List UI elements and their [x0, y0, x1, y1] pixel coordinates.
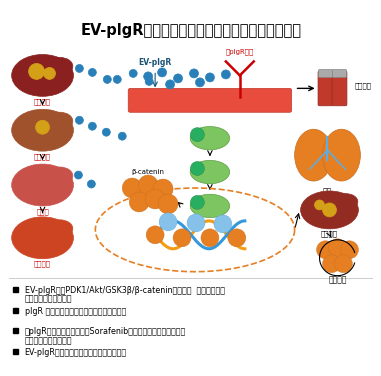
Circle shape	[323, 255, 341, 273]
Circle shape	[29, 64, 45, 79]
Text: β-catenin: β-catenin	[132, 169, 165, 175]
Text: 肝癌早期: 肝癌早期	[34, 153, 51, 160]
Circle shape	[75, 64, 83, 73]
FancyBboxPatch shape	[13, 287, 18, 292]
Text: 抗plgR抗體: 抗plgR抗體	[226, 49, 254, 55]
Circle shape	[113, 76, 121, 83]
Ellipse shape	[190, 161, 230, 184]
Circle shape	[145, 189, 165, 209]
FancyBboxPatch shape	[332, 71, 347, 106]
Text: 性和肝癌細胞腫瘤特性: 性和肝癌細胞腫瘤特性	[25, 295, 72, 303]
Circle shape	[174, 74, 182, 83]
Circle shape	[122, 178, 142, 198]
Text: 轉移: 轉移	[323, 187, 332, 196]
Text: P: P	[195, 166, 199, 171]
Circle shape	[205, 73, 215, 82]
Circle shape	[221, 70, 231, 79]
Circle shape	[190, 196, 204, 209]
Circle shape	[228, 229, 246, 247]
Text: EV-plgR: EV-plgR	[139, 59, 172, 67]
Circle shape	[35, 120, 50, 134]
Circle shape	[328, 239, 346, 257]
Circle shape	[138, 175, 158, 195]
Text: plgR 在肝癌病人循環細胞外囊泡中表達升高: plgR 在肝癌病人循環細胞外囊泡中表達升高	[25, 306, 126, 315]
Circle shape	[88, 122, 96, 130]
Ellipse shape	[12, 55, 74, 96]
Circle shape	[102, 128, 110, 136]
Circle shape	[201, 229, 219, 247]
Ellipse shape	[323, 129, 360, 181]
Ellipse shape	[190, 127, 230, 150]
Circle shape	[145, 77, 153, 85]
Text: 肝硬化: 肝硬化	[36, 208, 49, 215]
Text: 抗plgR抗體聯合索拉菲尼（Sorafenib）較單獨使用索拉菲尼能更: 抗plgR抗體聯合索拉菲尼（Sorafenib）較單獨使用索拉菲尼能更	[25, 327, 186, 337]
Text: 正常肝臟: 正常肝臟	[34, 261, 51, 267]
Circle shape	[190, 162, 204, 176]
Ellipse shape	[190, 194, 230, 218]
Ellipse shape	[47, 220, 73, 237]
Circle shape	[317, 241, 335, 259]
Circle shape	[187, 214, 205, 232]
Circle shape	[103, 76, 111, 83]
FancyBboxPatch shape	[319, 70, 333, 77]
Text: EV-plgR激活PDK1/Akt/GSK3β/β-catenin信號軸，  促進了腫瘤幹: EV-plgR激活PDK1/Akt/GSK3β/β-catenin信號軸， 促進…	[25, 286, 225, 295]
Ellipse shape	[47, 167, 73, 185]
Text: EV-plgR是潛在的肝癌生物標記和治療靶點: EV-plgR是潛在的肝癌生物標記和治療靶點	[25, 349, 127, 358]
Circle shape	[146, 226, 164, 244]
Circle shape	[144, 72, 153, 81]
Circle shape	[88, 68, 96, 76]
Text: 自我更新: 自我更新	[328, 276, 347, 285]
Circle shape	[159, 213, 177, 231]
Text: P: P	[195, 132, 199, 137]
Circle shape	[323, 203, 336, 217]
Circle shape	[153, 179, 173, 199]
Ellipse shape	[333, 194, 358, 209]
Circle shape	[75, 116, 83, 124]
Circle shape	[166, 80, 174, 89]
Circle shape	[129, 70, 137, 77]
Text: 生物標記: 生物標記	[354, 82, 371, 89]
Text: GSK3β: GSK3β	[199, 203, 225, 209]
Circle shape	[173, 229, 191, 247]
Text: EV-plgR是肝癌診斷和治療的潛在生物標記及靶點: EV-plgR是肝癌診斷和治療的潛在生物標記及靶點	[80, 23, 301, 38]
Circle shape	[335, 255, 352, 273]
Circle shape	[158, 68, 166, 77]
Ellipse shape	[12, 109, 74, 151]
Ellipse shape	[47, 58, 73, 75]
Circle shape	[129, 192, 149, 212]
Text: PDK1: PDK1	[201, 135, 222, 141]
FancyBboxPatch shape	[13, 329, 18, 334]
Circle shape	[43, 67, 56, 79]
Ellipse shape	[295, 129, 333, 181]
FancyBboxPatch shape	[128, 88, 291, 112]
Circle shape	[189, 69, 199, 78]
Circle shape	[158, 194, 178, 214]
Ellipse shape	[47, 112, 73, 130]
FancyBboxPatch shape	[318, 71, 333, 106]
FancyBboxPatch shape	[13, 308, 18, 312]
Text: 有效抑制肝臟腫瘤生長: 有效抑制肝臟腫瘤生長	[25, 337, 72, 346]
Circle shape	[87, 180, 95, 188]
Circle shape	[315, 200, 325, 210]
Circle shape	[195, 78, 205, 87]
Circle shape	[190, 127, 204, 142]
FancyBboxPatch shape	[13, 349, 18, 355]
Ellipse shape	[301, 191, 359, 229]
Circle shape	[341, 241, 359, 259]
Ellipse shape	[12, 217, 74, 259]
Ellipse shape	[12, 164, 74, 206]
FancyBboxPatch shape	[333, 70, 346, 77]
Text: 肝癌晚期: 肝癌晚期	[34, 99, 51, 105]
Text: Akt1: Akt1	[202, 169, 221, 175]
Circle shape	[74, 171, 82, 179]
Text: 腫瘤生長: 腫瘤生長	[321, 231, 338, 237]
Circle shape	[118, 132, 126, 140]
Text: P: P	[195, 200, 199, 205]
Circle shape	[214, 215, 232, 233]
